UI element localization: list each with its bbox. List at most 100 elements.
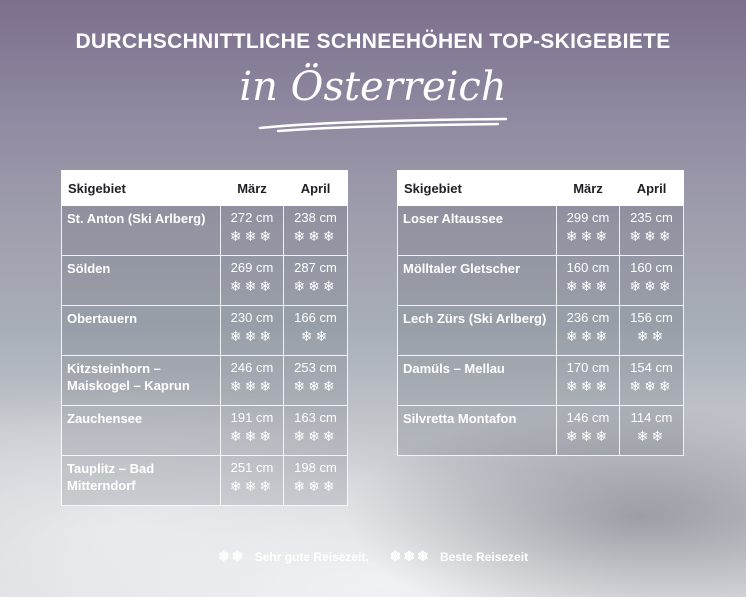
skigebiet-name: Damüls – Mellau (397, 355, 557, 406)
april-cell: 114 cm ❄❄ (619, 405, 684, 456)
march-snow-depth: 246 cm (230, 360, 274, 375)
april-cell: 156 cm ❄❄ (619, 305, 684, 356)
skigebiet-name: Obertauern (61, 305, 221, 356)
march-snow-depth: 236 cm (566, 310, 610, 325)
snowflake-rating-icons: ❄❄❄ (229, 428, 275, 444)
march-cell: 170 cm ❄❄❄ (556, 355, 620, 406)
legend: ❄❄ Sehr gute Reisezeit, ❄❄❄ Beste Reisez… (0, 548, 746, 565)
skigebiet-name: Kitzsteinhorn – Maiskogel – Kaprun (61, 355, 221, 406)
snowflake-rating-icons: ❄❄ (636, 328, 667, 344)
march-snow-depth: 230 cm (230, 310, 274, 325)
snowflake-rating-icons: ❄❄❄ (629, 228, 674, 244)
march-cell: 251 cm ❄❄❄ (220, 455, 284, 506)
march-snow-depth: 191 cm (230, 410, 274, 425)
brush-underline (258, 117, 508, 133)
column-header-march: März (556, 170, 620, 206)
april-cell: 163 cm ❄❄❄ (283, 405, 348, 456)
april-snow-depth: 235 cm (630, 210, 673, 225)
table-row: Tauplitz – Bad Mitterndorf 251 cm ❄❄❄ 198 c… (61, 455, 348, 506)
snowflake-rating-icons: ❄❄❄ (293, 228, 338, 244)
table-row: St. Anton (Ski Arlberg) 272 cm ❄❄❄ 238 cm ❄❄… (61, 205, 348, 256)
legend-best-label: Beste Reisezeit (440, 550, 529, 564)
column-header-area: Skigebiet (397, 170, 557, 206)
snowflake-rating-icons: ❄❄❄ (293, 428, 338, 444)
table-row: Lech Zürs (Ski Arlberg) 236 cm ❄❄❄ 156 cm ❄❄ (397, 305, 684, 356)
table-row: Damüls – Mellau 170 cm ❄❄❄ 154 cm ❄❄❄ (397, 355, 684, 406)
april-cell: 166 cm ❄❄ (283, 305, 348, 356)
march-cell: 191 cm ❄❄❄ (220, 405, 284, 456)
march-snow-depth: 299 cm (566, 210, 610, 225)
snowflake-rating-icons: ❄❄❄ (293, 478, 338, 494)
march-snow-depth: 146 cm (566, 410, 610, 425)
skigebiet-name: Loser Altaussee (397, 205, 557, 256)
april-snow-depth: 163 cm (294, 410, 337, 425)
table-row: Kitzsteinhorn – Maiskogel – Kaprun 246 cm… (61, 355, 348, 406)
march-snow-depth: 170 cm (566, 360, 610, 375)
march-cell: 230 cm ❄❄❄ (220, 305, 284, 356)
legend-good-label: Sehr gute Reisezeit, (254, 550, 369, 564)
table-row: Loser Altaussee 299 cm ❄❄❄ 235 cm ❄❄❄ (397, 205, 684, 256)
skigebiet-name: Silvretta Montafon (397, 405, 557, 456)
april-snow-depth: 253 cm (294, 360, 337, 375)
april-cell: 198 cm ❄❄❄ (283, 455, 348, 506)
snowflake-rating-icons: ❄❄❄ (565, 278, 611, 294)
skigebiet-name: Tauplitz – Bad Mitterndorf (61, 455, 221, 506)
april-snow-depth: 287 cm (294, 260, 337, 275)
snowflake-rating-icons: ❄❄❄ (565, 428, 611, 444)
legend-good-snowflake-icons: ❄❄ (217, 548, 246, 564)
april-snow-depth: 114 cm (630, 410, 673, 425)
table-row: Zauchensee 191 cm ❄❄❄ 163 cm ❄❄❄ (61, 405, 348, 456)
march-cell: 299 cm ❄❄❄ (556, 205, 620, 256)
march-snow-depth: 269 cm (230, 260, 274, 275)
snowflake-rating-icons: ❄❄❄ (229, 378, 275, 394)
march-cell: 269 cm ❄❄❄ (220, 255, 284, 306)
april-snow-depth: 156 cm (630, 310, 673, 325)
skigebiet-name: St. Anton (Ski Arlberg) (61, 205, 221, 256)
snowflake-rating-icons: ❄❄❄ (565, 328, 611, 344)
snowflake-rating-icons: ❄❄❄ (565, 228, 611, 244)
march-snow-depth: 251 cm (230, 460, 274, 475)
skigebiet-name: Mölltaler Gletscher (397, 255, 557, 306)
april-cell: 154 cm ❄❄❄ (619, 355, 684, 406)
snowflake-rating-icons: ❄❄❄ (629, 378, 674, 394)
column-header-area: Skigebiet (61, 170, 221, 206)
skigebiet-name: Sölden (61, 255, 221, 306)
snowflake-rating-icons: ❄❄❄ (293, 278, 338, 294)
table-row: Silvretta Montafon 146 cm ❄❄❄ 114 cm ❄❄ (397, 405, 684, 456)
march-cell: 272 cm ❄❄❄ (220, 205, 284, 256)
march-cell: 236 cm ❄❄❄ (556, 305, 620, 356)
snowflake-rating-icons: ❄❄❄ (565, 378, 611, 394)
table-header-row: Skigebiet März April (397, 170, 684, 206)
column-header-march: März (220, 170, 284, 206)
march-cell: 160 cm ❄❄❄ (556, 255, 620, 306)
march-cell: 246 cm ❄❄❄ (220, 355, 284, 406)
april-snow-depth: 198 cm (294, 460, 337, 475)
april-snow-depth: 166 cm (294, 310, 337, 325)
april-snow-depth: 154 cm (630, 360, 673, 375)
table-row: Sölden 269 cm ❄❄❄ 287 cm ❄❄❄ (61, 255, 348, 306)
skigebiet-name: Zauchensee (61, 405, 221, 456)
table-row: Obertauern 230 cm ❄❄❄ 166 cm ❄❄ (61, 305, 348, 356)
column-header-april: April (619, 170, 684, 206)
right-table: Skigebiet März April Loser Altaussee 299 … (397, 170, 684, 456)
legend-best-snowflake-icons: ❄❄❄ (389, 548, 431, 564)
snowflake-rating-icons: ❄❄❄ (629, 278, 674, 294)
march-cell: 146 cm ❄❄❄ (556, 405, 620, 456)
snowflake-rating-icons: ❄❄ (636, 428, 667, 444)
table-row: Mölltaler Gletscher 160 cm ❄❄❄ 160 cm ❄❄❄ (397, 255, 684, 306)
table-header-row: Skigebiet März April (61, 170, 348, 206)
april-cell: 238 cm ❄❄❄ (283, 205, 348, 256)
snowflake-rating-icons: ❄❄❄ (293, 378, 338, 394)
april-cell: 235 cm ❄❄❄ (619, 205, 684, 256)
page-title: DURCHSCHNITTLICHE SCHNEEHÖHEN TOP-SKIGEB… (75, 30, 671, 53)
april-cell: 160 cm ❄❄❄ (619, 255, 684, 306)
snowflake-rating-icons: ❄❄❄ (229, 478, 275, 494)
snowflake-rating-icons: ❄❄ (300, 328, 331, 344)
column-header-april: April (283, 170, 348, 206)
april-snow-depth: 160 cm (630, 260, 673, 275)
skigebiet-name: Lech Zürs (Ski Arlberg) (397, 305, 557, 356)
april-cell: 287 cm ❄❄❄ (283, 255, 348, 306)
april-cell: 253 cm ❄❄❄ (283, 355, 348, 406)
left-table: Skigebiet März April St. Anton (Ski Arlb… (61, 170, 348, 506)
snowflake-rating-icons: ❄❄❄ (229, 278, 275, 294)
